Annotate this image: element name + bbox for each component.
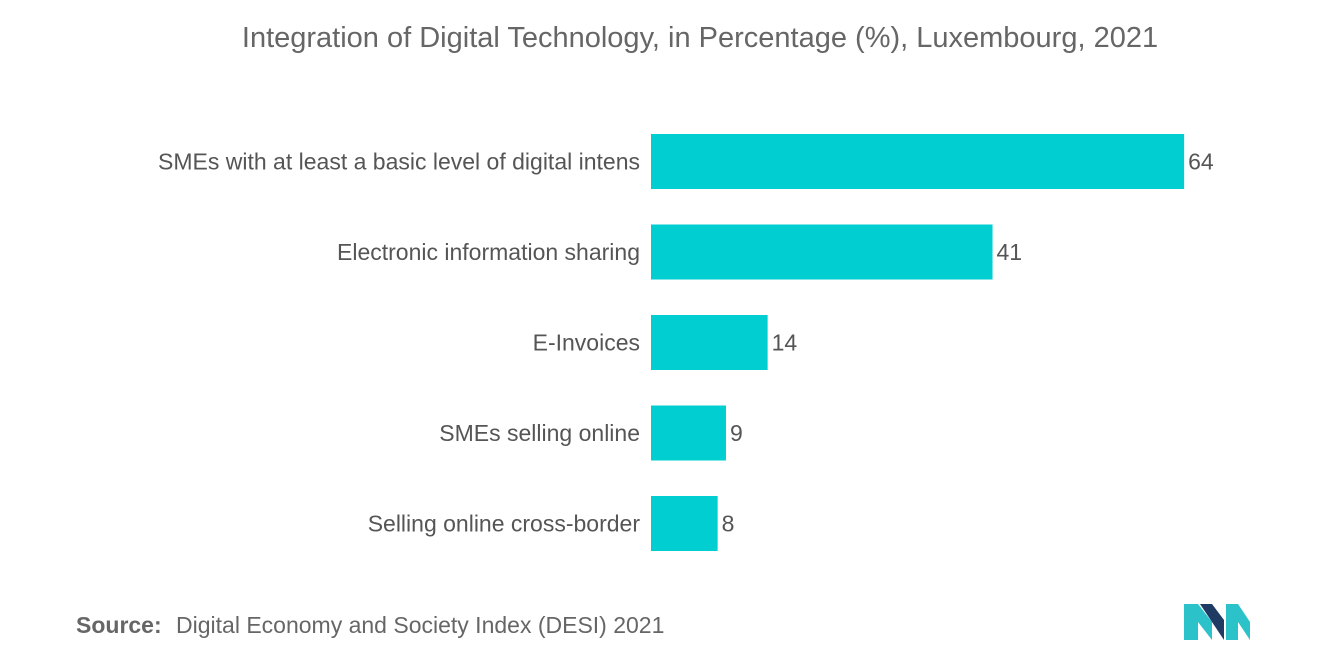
category-label: SMEs with at least a basic level of digi… [158, 149, 640, 175]
bar [651, 315, 768, 370]
bar [651, 134, 1185, 189]
bars-layer: SMEs with at least a basic level of digi… [158, 134, 1214, 551]
value-label: 9 [730, 420, 743, 446]
bar [651, 224, 993, 280]
logo-mid-shape [1200, 604, 1224, 640]
logo-left-shape [1184, 604, 1212, 640]
bar [651, 496, 718, 551]
source-label: Source: [76, 612, 162, 638]
value-label: 41 [997, 239, 1023, 265]
brand-logo-icon [1184, 604, 1250, 640]
chart-title: Integration of Digital Technology, in Pe… [241, 22, 1159, 54]
source-text: Digital Economy and Society Index (DESI)… [176, 612, 665, 638]
source-line: Source: Digital Economy and Society Inde… [76, 612, 664, 639]
value-label: 64 [1188, 149, 1214, 175]
value-label: 14 [772, 330, 798, 356]
category-label: Electronic information sharing [337, 239, 640, 265]
category-label: SMEs selling online [439, 420, 640, 446]
category-label: Selling online cross-border [368, 511, 641, 537]
bar [651, 405, 726, 461]
category-label: E-Invoices [533, 330, 640, 356]
value-label: 8 [722, 511, 735, 537]
logo-right-shape [1226, 604, 1250, 640]
